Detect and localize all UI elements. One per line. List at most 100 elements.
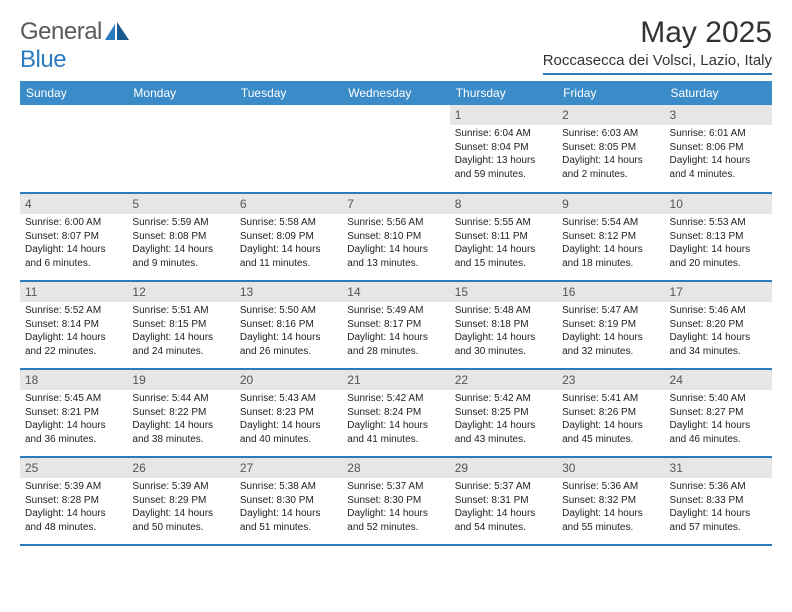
sunrise-line: Sunrise: 5:44 AM	[132, 392, 229, 406]
month-title: May 2025	[543, 18, 772, 48]
sunset-line: Sunset: 8:25 PM	[455, 406, 552, 420]
day-number: 3	[665, 105, 772, 125]
sunset-line: Sunset: 8:10 PM	[347, 230, 444, 244]
daylight-line-2: and 20 minutes.	[670, 257, 767, 271]
sunrise-line: Sunrise: 5:47 AM	[562, 304, 659, 318]
calendar-day	[20, 105, 127, 193]
sunrise-line: Sunrise: 5:51 AM	[132, 304, 229, 318]
sunrise-line: Sunrise: 5:48 AM	[455, 304, 552, 318]
sunset-line: Sunset: 8:28 PM	[25, 494, 122, 508]
daylight-line-1: Daylight: 14 hours	[132, 507, 229, 521]
day-number: 28	[342, 458, 449, 478]
daylight-line-1: Daylight: 14 hours	[670, 243, 767, 257]
title-block: May 2025 Roccasecca dei Volsci, Lazio, I…	[543, 18, 772, 75]
daylight-line-1: Daylight: 14 hours	[455, 507, 552, 521]
calendar-day: 5Sunrise: 5:59 AMSunset: 8:08 PMDaylight…	[127, 193, 234, 281]
sunset-line: Sunset: 8:13 PM	[670, 230, 767, 244]
sail-icon	[105, 22, 131, 40]
calendar-day: 8Sunrise: 5:55 AMSunset: 8:11 PMDaylight…	[450, 193, 557, 281]
calendar-week: 18Sunrise: 5:45 AMSunset: 8:21 PMDayligh…	[20, 369, 772, 457]
sunrise-line: Sunrise: 5:42 AM	[347, 392, 444, 406]
daylight-line-1: Daylight: 14 hours	[25, 331, 122, 345]
sunrise-line: Sunrise: 6:03 AM	[562, 127, 659, 141]
day-number: 18	[20, 370, 127, 390]
calendar-day: 27Sunrise: 5:38 AMSunset: 8:30 PMDayligh…	[235, 457, 342, 545]
daylight-line-2: and 15 minutes.	[455, 257, 552, 271]
sunrise-line: Sunrise: 5:41 AM	[562, 392, 659, 406]
daylight-line-1: Daylight: 14 hours	[562, 243, 659, 257]
calendar-week: 11Sunrise: 5:52 AMSunset: 8:14 PMDayligh…	[20, 281, 772, 369]
daylight-line-2: and 22 minutes.	[25, 345, 122, 359]
weekday-header: Monday	[127, 81, 234, 105]
day-number: 27	[235, 458, 342, 478]
daylight-line-2: and 59 minutes.	[455, 168, 552, 182]
sunset-line: Sunset: 8:04 PM	[455, 141, 552, 155]
calendar-day: 3Sunrise: 6:01 AMSunset: 8:06 PMDaylight…	[665, 105, 772, 193]
day-number: 5	[127, 194, 234, 214]
daylight-line-2: and 40 minutes.	[240, 433, 337, 447]
calendar: SundayMondayTuesdayWednesdayThursdayFrid…	[20, 81, 772, 546]
daylight-line-2: and 54 minutes.	[455, 521, 552, 535]
header: General Blue May 2025 Roccasecca dei Vol…	[20, 18, 772, 75]
day-number: 26	[127, 458, 234, 478]
sunset-line: Sunset: 8:31 PM	[455, 494, 552, 508]
daylight-line-1: Daylight: 14 hours	[240, 419, 337, 433]
calendar-day: 1Sunrise: 6:04 AMSunset: 8:04 PMDaylight…	[450, 105, 557, 193]
sunset-line: Sunset: 8:11 PM	[455, 230, 552, 244]
day-number: 22	[450, 370, 557, 390]
daylight-line-2: and 48 minutes.	[25, 521, 122, 535]
daylight-line-2: and 24 minutes.	[132, 345, 229, 359]
sunset-line: Sunset: 8:19 PM	[562, 318, 659, 332]
day-number: 24	[665, 370, 772, 390]
daylight-line-1: Daylight: 14 hours	[347, 507, 444, 521]
daylight-line-2: and 50 minutes.	[132, 521, 229, 535]
calendar-day: 15Sunrise: 5:48 AMSunset: 8:18 PMDayligh…	[450, 281, 557, 369]
sunrise-line: Sunrise: 5:38 AM	[240, 480, 337, 494]
sunset-line: Sunset: 8:30 PM	[347, 494, 444, 508]
daylight-line-1: Daylight: 14 hours	[132, 419, 229, 433]
daylight-line-1: Daylight: 14 hours	[240, 243, 337, 257]
daylight-line-1: Daylight: 14 hours	[132, 243, 229, 257]
sunset-line: Sunset: 8:29 PM	[132, 494, 229, 508]
logo-text: General Blue	[20, 18, 102, 74]
daylight-line-2: and 26 minutes.	[240, 345, 337, 359]
weekday-header: Sunday	[20, 81, 127, 105]
sunset-line: Sunset: 8:18 PM	[455, 318, 552, 332]
sunrise-line: Sunrise: 5:53 AM	[670, 216, 767, 230]
sunrise-line: Sunrise: 5:37 AM	[455, 480, 552, 494]
calendar-day: 16Sunrise: 5:47 AMSunset: 8:19 PMDayligh…	[557, 281, 664, 369]
calendar-day: 28Sunrise: 5:37 AMSunset: 8:30 PMDayligh…	[342, 457, 449, 545]
daylight-line-2: and 43 minutes.	[455, 433, 552, 447]
day-number: 15	[450, 282, 557, 302]
calendar-week: 1Sunrise: 6:04 AMSunset: 8:04 PMDaylight…	[20, 105, 772, 193]
daylight-line-1: Daylight: 14 hours	[347, 243, 444, 257]
weekday-header: Tuesday	[235, 81, 342, 105]
sunset-line: Sunset: 8:20 PM	[670, 318, 767, 332]
daylight-line-2: and 36 minutes.	[25, 433, 122, 447]
daylight-line-1: Daylight: 14 hours	[347, 331, 444, 345]
calendar-day: 26Sunrise: 5:39 AMSunset: 8:29 PMDayligh…	[127, 457, 234, 545]
sunset-line: Sunset: 8:21 PM	[25, 406, 122, 420]
weekday-header: Friday	[557, 81, 664, 105]
sunset-line: Sunset: 8:15 PM	[132, 318, 229, 332]
daylight-line-2: and 45 minutes.	[562, 433, 659, 447]
daylight-line-2: and 30 minutes.	[455, 345, 552, 359]
calendar-week: 25Sunrise: 5:39 AMSunset: 8:28 PMDayligh…	[20, 457, 772, 545]
daylight-line-2: and 41 minutes.	[347, 433, 444, 447]
calendar-day: 7Sunrise: 5:56 AMSunset: 8:10 PMDaylight…	[342, 193, 449, 281]
daylight-line-2: and 34 minutes.	[670, 345, 767, 359]
sunrise-line: Sunrise: 5:36 AM	[562, 480, 659, 494]
day-number: 11	[20, 282, 127, 302]
calendar-day: 31Sunrise: 5:36 AMSunset: 8:33 PMDayligh…	[665, 457, 772, 545]
calendar-day: 2Sunrise: 6:03 AMSunset: 8:05 PMDaylight…	[557, 105, 664, 193]
sunrise-line: Sunrise: 5:58 AM	[240, 216, 337, 230]
calendar-head: SundayMondayTuesdayWednesdayThursdayFrid…	[20, 81, 772, 105]
sunrise-line: Sunrise: 5:52 AM	[25, 304, 122, 318]
daylight-line-2: and 46 minutes.	[670, 433, 767, 447]
calendar-day: 13Sunrise: 5:50 AMSunset: 8:16 PMDayligh…	[235, 281, 342, 369]
calendar-day: 25Sunrise: 5:39 AMSunset: 8:28 PMDayligh…	[20, 457, 127, 545]
calendar-day: 29Sunrise: 5:37 AMSunset: 8:31 PMDayligh…	[450, 457, 557, 545]
calendar-day: 30Sunrise: 5:36 AMSunset: 8:32 PMDayligh…	[557, 457, 664, 545]
daylight-line-1: Daylight: 14 hours	[670, 507, 767, 521]
calendar-day: 21Sunrise: 5:42 AMSunset: 8:24 PMDayligh…	[342, 369, 449, 457]
